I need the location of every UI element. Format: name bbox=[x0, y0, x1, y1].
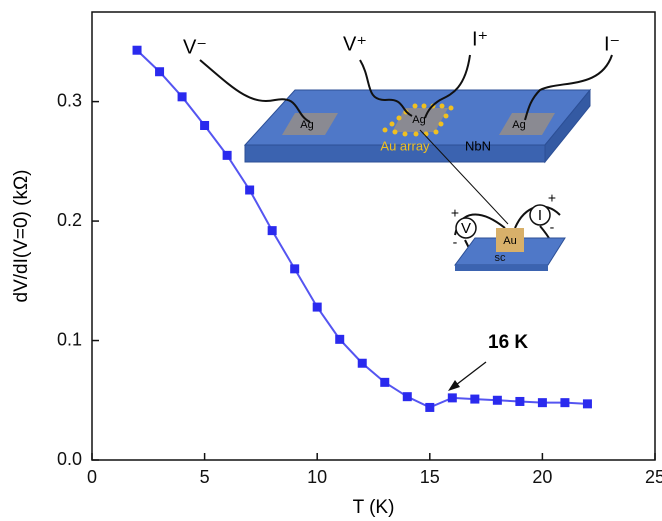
annotation-arrow bbox=[451, 361, 487, 389]
data-point bbox=[245, 185, 255, 195]
data-point bbox=[177, 92, 187, 102]
inset-label: + bbox=[451, 205, 459, 221]
x-tick-label: 15 bbox=[420, 467, 440, 487]
annotation: 16 K bbox=[488, 332, 528, 353]
inset-label: Ag bbox=[412, 114, 425, 126]
data-point bbox=[132, 45, 142, 55]
data-point bbox=[402, 392, 412, 402]
data-point bbox=[582, 399, 592, 409]
data-point bbox=[155, 67, 165, 77]
x-tick-label: 5 bbox=[200, 467, 210, 487]
inset-label: Ag bbox=[300, 119, 313, 131]
inset-label: + bbox=[548, 190, 556, 206]
inset-label: V⁺ bbox=[343, 33, 367, 55]
inset-label: I⁻ bbox=[604, 33, 620, 55]
y-tick-label: 0.2 bbox=[57, 210, 82, 230]
inset-label: - bbox=[550, 219, 555, 235]
inset-label: NbN bbox=[465, 138, 491, 153]
data-point bbox=[335, 334, 345, 344]
data-point bbox=[515, 396, 525, 406]
y-tick-label: 0.1 bbox=[57, 329, 82, 349]
plot-frame bbox=[91, 11, 656, 461]
x-tick-label: 10 bbox=[307, 467, 327, 487]
inset-label: V⁻ bbox=[183, 36, 207, 58]
data-point bbox=[267, 226, 277, 236]
data-point bbox=[222, 150, 232, 160]
data-point bbox=[380, 377, 390, 387]
x-tick-label: 20 bbox=[532, 467, 552, 487]
data-point bbox=[560, 398, 570, 408]
inset-label: I⁺ bbox=[472, 28, 488, 50]
data-point bbox=[447, 393, 457, 403]
x-tick-label: 0 bbox=[87, 467, 97, 487]
data-point bbox=[425, 402, 435, 412]
inset-label: Au bbox=[503, 235, 516, 247]
x-tick-label: 25 bbox=[645, 467, 662, 487]
y-tick-label: 0.0 bbox=[57, 449, 82, 469]
inset-label: Au array bbox=[380, 138, 430, 153]
inset-label: V bbox=[461, 220, 471, 237]
data-point bbox=[290, 264, 300, 274]
inset-label: Ag bbox=[512, 119, 525, 131]
y-axis-label: dV/dI(V=0) (kΩ) bbox=[11, 170, 32, 303]
data-point bbox=[200, 120, 210, 130]
data-point bbox=[537, 398, 547, 408]
data-point bbox=[492, 395, 502, 405]
y-tick-label: 0.3 bbox=[57, 90, 82, 110]
inset-diagram bbox=[199, 54, 613, 271]
data-point bbox=[470, 394, 480, 404]
inset-label: sc bbox=[495, 252, 507, 264]
inset-label: - bbox=[453, 234, 458, 250]
inset-label: I bbox=[538, 207, 542, 224]
arrow-head bbox=[448, 380, 460, 391]
data-point bbox=[357, 358, 367, 368]
x-axis-label: T (K) bbox=[353, 497, 395, 518]
data-point bbox=[312, 302, 322, 312]
